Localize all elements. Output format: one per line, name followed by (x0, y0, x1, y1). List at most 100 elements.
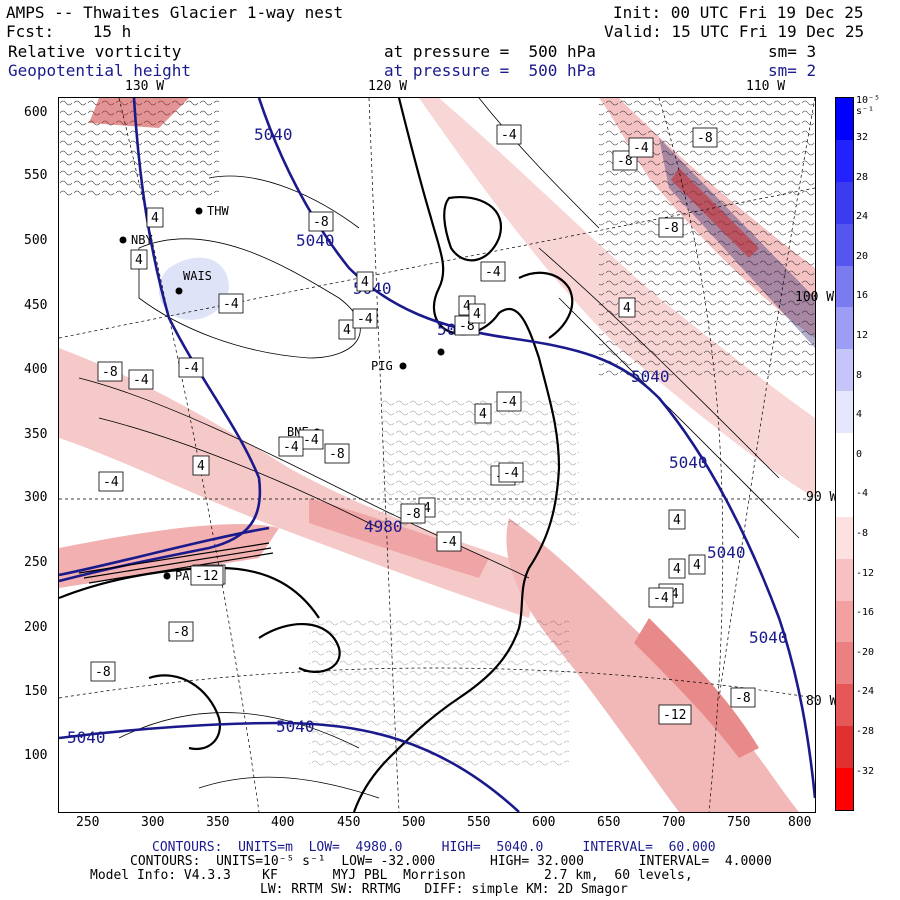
colorbar-label: 28 (856, 171, 869, 183)
field2-name: Geopotential height (8, 61, 192, 80)
vorticity-label: -4 (648, 587, 674, 608)
colorbar-segment (836, 265, 853, 308)
vorticity-label: -8 (400, 503, 426, 524)
vorticity-label: 4 (338, 319, 356, 340)
height-label: 5040 (707, 543, 746, 562)
svg-text:-12: -12 (663, 708, 686, 723)
vorticity-contour-info: CONTOURS: UNITS=10⁻⁵ s⁻¹ LOW= -32.000 HI… (130, 854, 772, 869)
vorticity-label: 4 (468, 303, 486, 324)
svg-text:-8: -8 (102, 365, 118, 380)
vorticity-label: -8 (90, 661, 116, 682)
y-tick-label: 250 (24, 555, 48, 570)
footer-contours-label: CONTOURS: (152, 840, 223, 855)
vorticity-label: -8 (308, 211, 334, 232)
station-dot (195, 207, 203, 215)
colorbar-segment (836, 181, 853, 224)
x-tick-label: 650 (597, 815, 621, 830)
colorbar-label: 4 (856, 409, 863, 421)
svg-text:4: 4 (693, 558, 701, 573)
y-tick-label: 350 (24, 427, 48, 442)
vorticity-label: -4 (498, 462, 524, 483)
field1-smoothing: sm= 3 (768, 42, 817, 61)
vorticity-label: -4 (178, 357, 204, 378)
lon-label-top: 130 W (125, 79, 165, 94)
footer-interval: INTERVAL= 60.000 (582, 840, 716, 855)
init-time: Init: 00 UTC Fri 19 Dec 25 (613, 3, 864, 22)
vorticity-label: -12 (658, 704, 692, 725)
height-label: 5040 (669, 453, 708, 472)
colorbar-segment (836, 768, 853, 810)
colorbar-segment (836, 139, 853, 182)
vorticity-height-map: THW NBY WAIS PIG BNE PAL 5040 5040 5040 … (59, 98, 815, 812)
colorbar-label: -28 (856, 726, 875, 737)
frontal-line (78, 542, 274, 584)
colorbar-label: 8 (856, 369, 863, 381)
svg-text:4: 4 (479, 407, 487, 422)
vorticity-label: -4 (298, 429, 324, 450)
y-tick-label: 450 (24, 298, 48, 313)
vorticity-label: 4 (668, 558, 686, 579)
svg-text:-4: -4 (485, 265, 501, 280)
svg-text:4: 4 (197, 459, 205, 474)
lon-label-right: 80 W (806, 694, 838, 709)
footer-units: UNITS=m (238, 840, 293, 855)
y-tick-label: 150 (24, 684, 48, 699)
y-tick-label: 300 (24, 490, 48, 505)
terrain-noise (59, 98, 815, 768)
colorbar-segment (836, 433, 853, 475)
vorticity-label: -8 (692, 127, 718, 148)
vorticity-label: 4 (130, 249, 148, 270)
vorticity-labels: -4-8-4-4-8444-8-444-4-8-12-4-84-4-44-4-8… (90, 124, 756, 725)
valid-time: Valid: 15 UTC Fri 19 Dec 25 (604, 22, 865, 41)
vorticity-label: 4 (618, 297, 636, 318)
vorticity-label: 4 (192, 455, 210, 476)
height-label: 5040 (631, 367, 670, 386)
y-tick-label: 400 (24, 362, 48, 377)
svg-text:-4: -4 (503, 466, 519, 481)
colorbar-label: -24 (856, 686, 875, 698)
svg-text:-4: -4 (133, 373, 149, 388)
x-tick-label: 600 (532, 815, 556, 830)
svg-text:-8: -8 (617, 154, 633, 169)
svg-text:4: 4 (673, 513, 681, 528)
colorbar-segment (836, 516, 853, 559)
vorticity-label: -4 (496, 124, 522, 145)
svg-text:-8: -8 (329, 447, 345, 462)
lon-label-right: 90 W (806, 490, 838, 505)
colorbar-segment (836, 474, 853, 517)
colorbar-label: -20 (856, 646, 875, 658)
lon-label-top: 110 W (746, 79, 786, 94)
x-tick-label: 750 (727, 815, 751, 830)
svg-text:-12: -12 (195, 569, 218, 584)
vorticity-label: -8 (658, 217, 684, 238)
colorbar-unit: 10⁻⁵ s⁻¹ (856, 95, 881, 117)
height-label: 5040 (67, 728, 106, 747)
station-dot (119, 236, 127, 244)
vorticity-label: -8 (168, 621, 194, 642)
station-dot (399, 362, 407, 370)
y-tick-label: 500 (24, 233, 48, 248)
colorbar-segment (836, 642, 853, 685)
vorticity-label: 4 (474, 403, 492, 424)
svg-text:-4: -4 (653, 591, 669, 606)
svg-text:4: 4 (135, 253, 143, 268)
map-panel: THW NBY WAIS PIG BNE PAL 5040 5040 5040 … (58, 97, 816, 813)
colorbar-label: 12 (856, 330, 869, 341)
colorbar (835, 97, 854, 811)
y-tick-label: 600 (24, 105, 48, 120)
colorbar-label: -32 (856, 765, 875, 777)
vorticity-label: -4 (278, 436, 304, 457)
colorbar-label: -16 (856, 607, 875, 619)
svg-text:4: 4 (343, 323, 351, 338)
colorbar-label: 16 (856, 290, 869, 302)
colorbar-segment (836, 600, 853, 643)
footer-low: LOW= 4980.0 (308, 840, 403, 855)
colorbar-segment (836, 349, 853, 392)
height-label: 4980 (364, 517, 403, 536)
vorticity-label: -12 (190, 565, 224, 586)
vorticity-label: -4 (496, 391, 522, 412)
vorticity-label: -4 (128, 369, 154, 390)
svg-text:-8: -8 (95, 665, 111, 680)
svg-text:-4: -4 (501, 128, 517, 143)
x-tick-label: 300 (141, 815, 165, 830)
